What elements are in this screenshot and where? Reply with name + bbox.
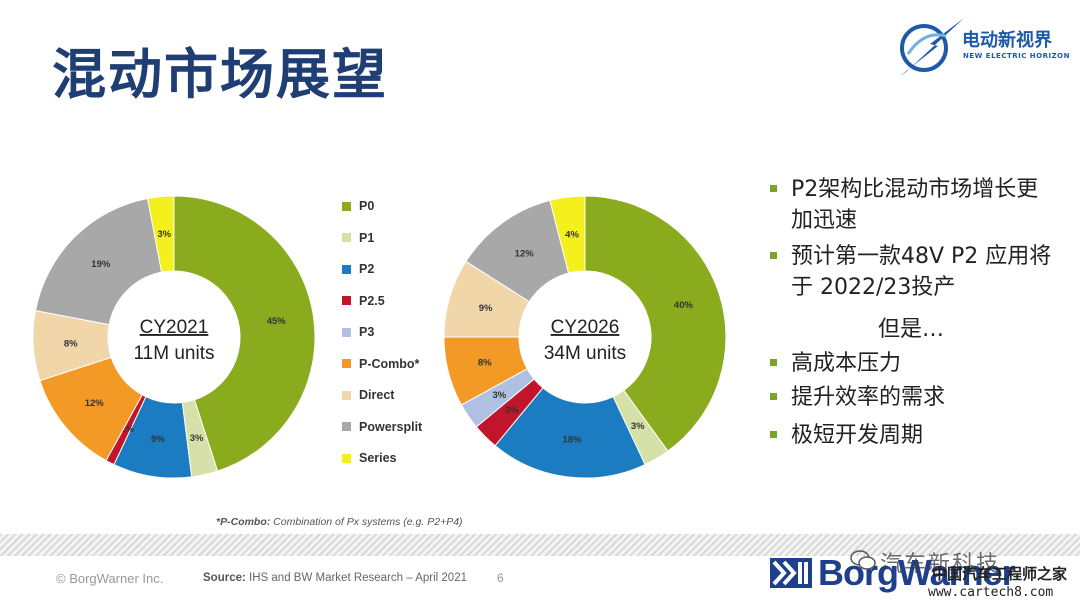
borgwarner-logo-icon bbox=[770, 558, 812, 588]
donut-chart-1: 45% 3% 9% 1% 12% 8% 19% 3% CY2021 11M units bbox=[32, 195, 316, 479]
data-label: 3% bbox=[157, 229, 171, 240]
watermark-line2: 中国汽车工程师之家 bbox=[932, 565, 1068, 583]
source-text: IHS and BW Market Research – April 2021 bbox=[249, 572, 467, 584]
legend-label: P3 bbox=[359, 325, 375, 339]
legend-label: P1 bbox=[359, 230, 375, 245]
bullet-item: 提升效率的需求 bbox=[770, 382, 1050, 413]
legend-item: Powersplit bbox=[342, 419, 422, 435]
legend-swatch bbox=[342, 201, 351, 211]
footnote: *P-Combo: Combination of Px systems (e.g… bbox=[216, 516, 463, 528]
legend-label: Direct bbox=[359, 388, 395, 402]
bullet-item: P2架构比混动市场增长更加迅速 bbox=[770, 174, 1050, 236]
page-number: 6 bbox=[497, 571, 504, 585]
legend-swatch bbox=[342, 390, 351, 400]
legend-item: P1 bbox=[342, 230, 374, 246]
data-label: 9% bbox=[151, 434, 165, 445]
bullet-text: 提升效率的需求 bbox=[791, 385, 946, 410]
wechat-icon bbox=[850, 550, 876, 570]
donut-charts: 45% 3% 9% 1% 12% 8% 19% 3% CY2021 11M units 40% 3% 1… bbox=[32, 195, 727, 479]
center-subtitle: 34M units bbox=[544, 343, 626, 364]
copyright: © BorgWarner Inc. bbox=[56, 571, 164, 586]
data-label: 12% bbox=[515, 248, 535, 259]
slice-p2 bbox=[494, 387, 646, 479]
footer-stripe bbox=[0, 534, 1080, 556]
data-label: 8% bbox=[64, 338, 78, 349]
slice-p0 bbox=[584, 195, 727, 452]
legend-label: P0 bbox=[359, 199, 375, 213]
data-label: 4% bbox=[565, 229, 579, 240]
bullet-text: 预计第一款48V P2 应用将于 2022/23投产 bbox=[791, 244, 1052, 300]
bullet-text: 高成本压力 bbox=[791, 351, 902, 376]
bullet-square-icon bbox=[770, 431, 777, 438]
center-title: CY2026 bbox=[551, 317, 620, 338]
legend-item: P0 bbox=[342, 198, 374, 214]
legend-swatch bbox=[342, 327, 351, 337]
bullet-text: P2架构比混动市场增长更加迅速 bbox=[791, 177, 1039, 233]
slice-series bbox=[146, 195, 175, 273]
logo-cn-text: 电动新视界 bbox=[962, 30, 1052, 51]
watermark-line3: www.cartech8.com bbox=[928, 585, 1054, 600]
center-subtitle: 11M units bbox=[134, 343, 215, 364]
slice-powersplit bbox=[34, 197, 163, 326]
legend-label: Powersplit bbox=[359, 419, 423, 434]
watermark-line1: 汽车新科技 bbox=[880, 552, 1001, 577]
legend-swatch bbox=[342, 453, 351, 463]
legend-swatch bbox=[342, 359, 351, 368]
legend-swatch bbox=[342, 296, 351, 305]
legend-item: Series bbox=[342, 450, 397, 466]
bullet-square-icon bbox=[770, 359, 777, 366]
data-label: 19% bbox=[91, 259, 111, 270]
slice-p0 bbox=[173, 195, 316, 472]
data-label: 12% bbox=[85, 398, 105, 409]
data-label: 3% bbox=[493, 390, 507, 401]
electric-horizon-logo bbox=[900, 18, 964, 76]
legend-label: P-Combo* bbox=[359, 356, 420, 371]
logo-en-text: NEW ELECTRIC HORIZON bbox=[963, 52, 1070, 60]
source-label: Source: bbox=[203, 572, 246, 584]
but-text: 但是… bbox=[878, 317, 945, 342]
data-label: 45% bbox=[267, 316, 287, 327]
legend-item: P2 bbox=[342, 261, 374, 277]
legend-swatch bbox=[342, 422, 351, 431]
footnote-label: *P-Combo: bbox=[216, 516, 271, 528]
bullet-item: 高成本压力 bbox=[770, 348, 1050, 379]
bullet-item: 极短开发周期 bbox=[770, 420, 1050, 451]
data-label: 8% bbox=[478, 358, 492, 369]
legend-item: P2.5 bbox=[342, 293, 385, 309]
page-title: 混动市场展望 bbox=[52, 43, 388, 106]
bullet-square-icon bbox=[770, 185, 777, 192]
source-note: Source: IHS and BW Market Research – Apr… bbox=[203, 572, 467, 584]
legend-label: Series bbox=[359, 451, 397, 465]
donut-chart-2: 40% 3% 18% 3% 3% 8% 9% 12% 4% CY2026 34M units bbox=[443, 195, 727, 479]
legend-swatch bbox=[342, 264, 351, 274]
center-title: CY2021 bbox=[140, 317, 209, 338]
bullet-square-icon bbox=[770, 252, 777, 259]
legend-item: Direct bbox=[342, 387, 394, 403]
data-label: 9% bbox=[479, 303, 493, 314]
footnote-text: Combination of Px systems (e.g. P2+P4) bbox=[273, 516, 463, 528]
data-label: 3% bbox=[190, 433, 204, 444]
data-label: 1% bbox=[120, 424, 134, 435]
data-label: 3% bbox=[505, 405, 519, 416]
bullet-item: 预计第一款48V P2 应用将于 2022/23投产 bbox=[770, 241, 1060, 303]
lightning-globe-icon bbox=[900, 18, 964, 76]
legend-label: P2 bbox=[359, 262, 375, 276]
legend-item: P-Combo* bbox=[342, 356, 419, 372]
legend-swatch bbox=[342, 233, 351, 242]
data-label: 18% bbox=[563, 435, 583, 446]
data-label: 3% bbox=[631, 421, 645, 432]
legend-label: P2.5 bbox=[359, 293, 385, 308]
legend-item: P3 bbox=[342, 324, 374, 340]
data-label: 40% bbox=[674, 300, 694, 311]
bullet-square-icon bbox=[770, 393, 777, 400]
slice-series bbox=[549, 195, 586, 274]
bullet-text: 极短开发周期 bbox=[791, 423, 924, 448]
